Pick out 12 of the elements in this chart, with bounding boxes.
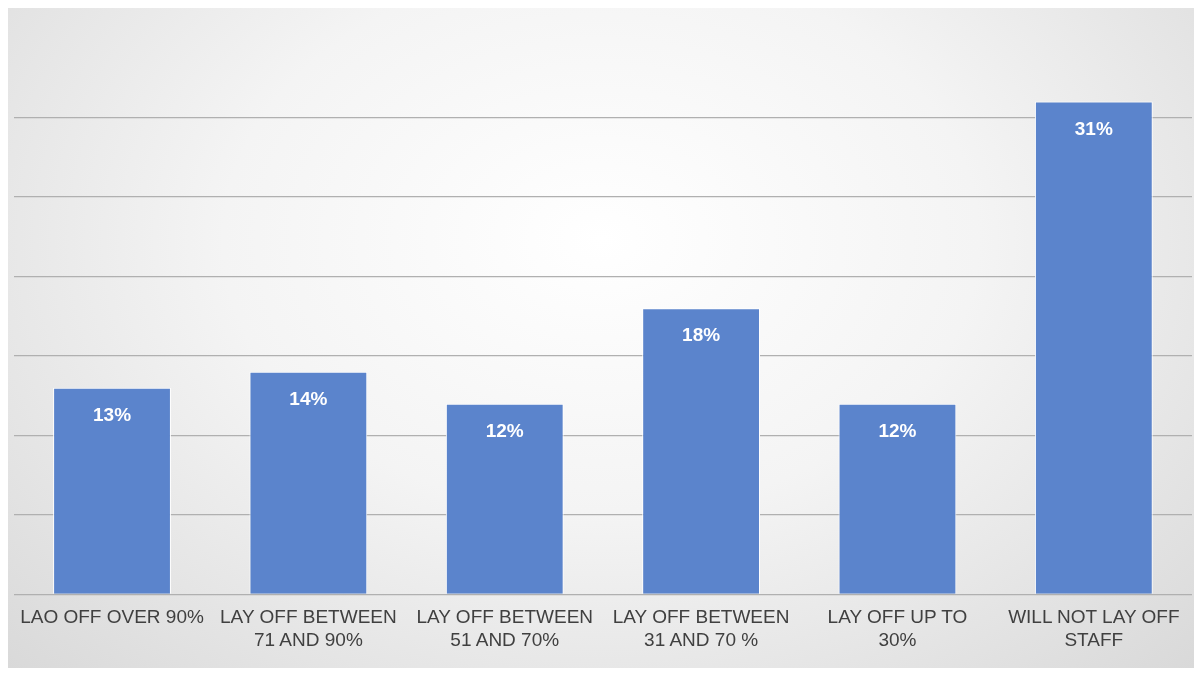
x-tick-label: LAY OFF BETWEEN 51 AND 70%	[416, 606, 594, 650]
x-tick-label: LAY OFF BETWEEN 71 AND 90%	[220, 606, 397, 650]
data-label: 31%	[1074, 117, 1113, 139]
x-tick-label: WILL NOT LAY OFF STAFF	[1008, 606, 1180, 650]
data-label: 14%	[289, 388, 328, 410]
data-label: 12%	[878, 419, 917, 441]
x-tick-label: LAO OFF OVER 90%	[20, 606, 204, 628]
x-tick-label: LAY OFF BETWEEN 31 AND 70 %	[612, 606, 790, 650]
x-tick-label: LAY OFF UP TO 30%	[827, 606, 968, 650]
data-label: 18%	[682, 324, 721, 346]
data-label: 13%	[93, 403, 132, 425]
data-label: 12%	[485, 419, 524, 441]
